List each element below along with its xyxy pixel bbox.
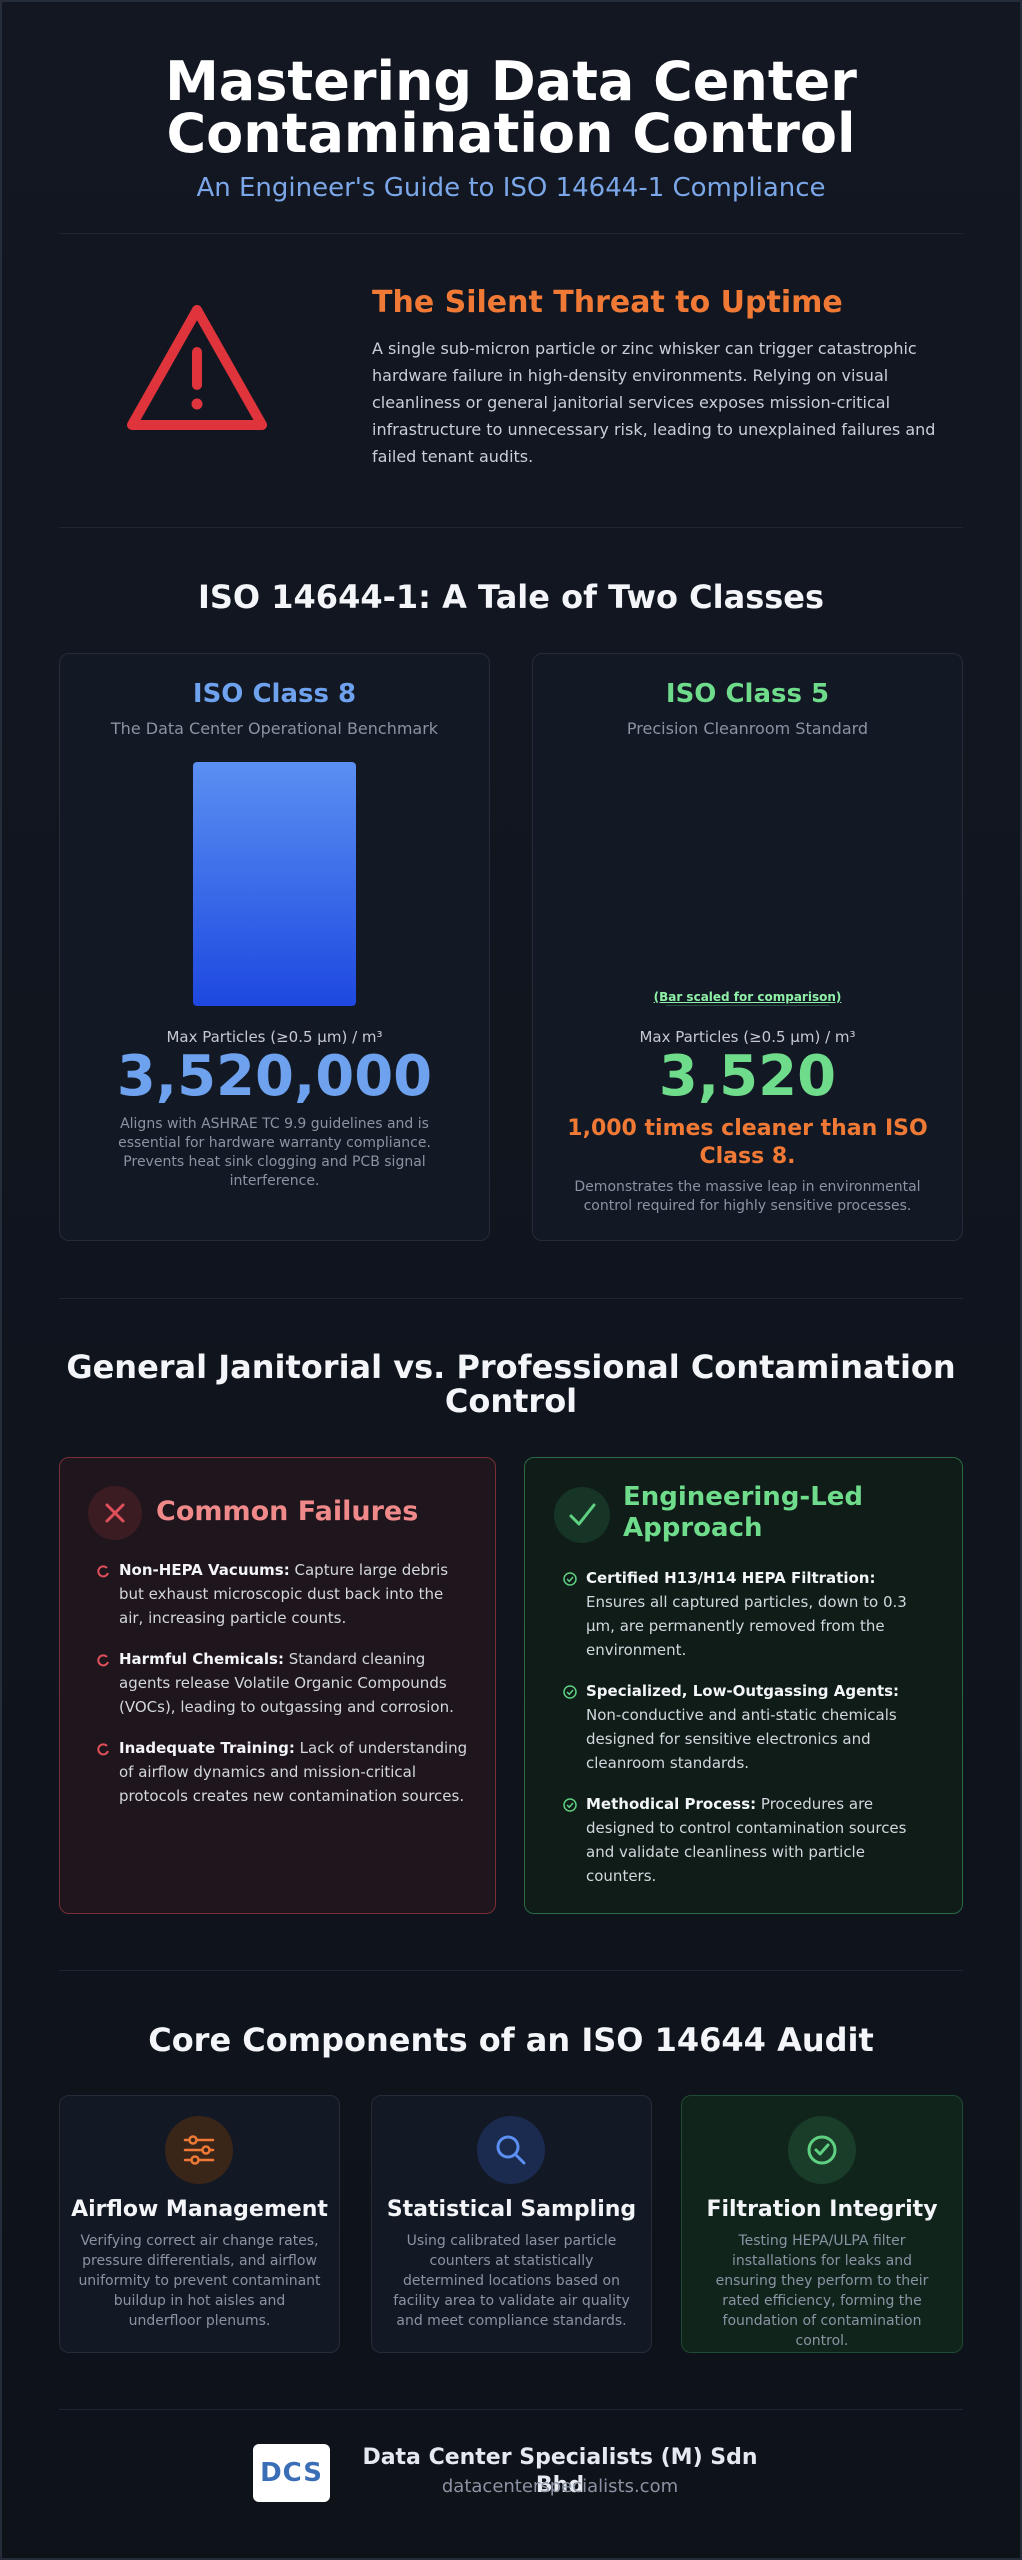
bullet: [97, 1654, 109, 1667]
component-title: Airflow Management: [71, 2197, 328, 2222]
text: Standard cleaning agents release Volatil…: [119, 1650, 454, 1716]
component-title: Filtration Integrity: [706, 2197, 938, 2222]
class-name: ISO Class 8: [192, 679, 357, 709]
term: Non-HEPA Vacuums:: [119, 1561, 290, 1579]
sliders-icon: [165, 2116, 233, 2184]
threat-heading: The Silent Threat to Uptime: [372, 285, 843, 320]
bullet: [563, 1798, 577, 1812]
text: Non-conductive and anti-static chemicals…: [586, 1706, 897, 1772]
divider: [59, 2409, 963, 2410]
section-heading: Core Components of an ISO 14644 Audit: [148, 2021, 874, 2059]
component-description: Verifying correct air change rates, pres…: [78, 2233, 321, 2329]
metric-label: Max Particles (≥0.5 µm) / m³: [166, 1028, 383, 1046]
card-title: Common Failures: [156, 1496, 419, 1527]
divider: [59, 527, 963, 528]
class-name: ISO Class 5: [665, 679, 830, 709]
metric-value: 3,520,000: [116, 1044, 433, 1109]
bar-chart: [193, 762, 829, 1006]
bullet: [563, 1685, 577, 1699]
class-subtitle: The Data Center Operational Benchmark: [110, 719, 439, 738]
list-item: Inadequate Training: Lack of understandi…: [97, 1736, 469, 1808]
check-icon: [554, 1487, 610, 1543]
component-card: Statistical Sampling Using calibrated la…: [371, 2095, 652, 2353]
bullet: [97, 1565, 109, 1578]
metric-value: 3,520: [658, 1044, 837, 1109]
term: Certified H13/H14 HEPA Filtration:: [586, 1569, 876, 1587]
x-icon: [88, 1486, 142, 1540]
class-description: Demonstrates the massive leap in environ…: [574, 1179, 921, 1214]
list-item: Specialized, Low-Outgassing Agents: Non-…: [563, 1679, 936, 1775]
check-circle-icon: [788, 2116, 856, 2184]
divider: [59, 233, 963, 234]
text: Capture large debris but exhaust microsc…: [119, 1561, 449, 1627]
bar: [193, 762, 356, 1006]
component-card: Filtration Integrity Testing HEPA/ULPA f…: [681, 2095, 963, 2353]
component-title: Statistical Sampling: [386, 2197, 637, 2222]
component-description: Using calibrated laser particle counters…: [393, 2233, 630, 2329]
term: Methodical Process:: [586, 1795, 757, 1813]
component-description: Testing HEPA/ULPA filter installations f…: [715, 2233, 929, 2349]
threat-body: A single sub-micron particle or zinc whi…: [372, 339, 936, 466]
component-card: Airflow Management Verifying correct air…: [59, 2095, 340, 2353]
text: Ensures all captured particles, down to …: [586, 1593, 907, 1659]
section-heading: ISO 14644-1: A Tale of Two Classes: [197, 578, 825, 616]
term: Specialized, Low-Outgassing Agents:: [586, 1682, 900, 1700]
class-description: Aligns with ASHRAE TC 9.9 guidelines and…: [118, 1116, 431, 1189]
title: Mastering Data Center Contamination Cont…: [165, 50, 857, 165]
term: Inadequate Training:: [119, 1739, 295, 1757]
list-item: Methodical Process: Procedures are desig…: [563, 1792, 936, 1888]
class-subtitle: Precision Cleanroom Standard: [626, 719, 869, 738]
text: Procedures are designed to control conta…: [586, 1795, 907, 1885]
warning-icon: [127, 305, 267, 430]
divider: [59, 1970, 963, 1971]
text: Lack of understanding of airflow dynamic…: [119, 1739, 468, 1805]
failure-list: Non-HEPA Vacuums: Capture large debris b…: [97, 1558, 469, 1825]
search-icon: [477, 2116, 545, 2184]
bullet: [563, 1572, 577, 1586]
bullet: [97, 1743, 109, 1756]
failures-card: Common Failures Non-HEPA Vacuums: Captur…: [59, 1457, 496, 1914]
list-item: Non-HEPA Vacuums: Capture large debris b…: [97, 1558, 469, 1630]
approach-card: Engineering-Led Approach Certified H13/H…: [524, 1457, 963, 1914]
divider: [59, 1298, 963, 1299]
company-url: datacenterspecialists.com: [441, 2476, 679, 2497]
section-heading: General Janitorial vs. Professional Cont…: [66, 1348, 956, 1420]
list-item: Harmful Chemicals: Standard cleaning age…: [97, 1647, 469, 1719]
class-card: ISO Class 5 Precision Cleanroom Standard…: [532, 653, 963, 1241]
card-title: Engineering-Led Approach: [623, 1482, 864, 1543]
metric-label: Max Particles (≥0.5 µm) / m³: [639, 1028, 856, 1046]
bar-note: (Bar scaled for comparison): [653, 990, 842, 1004]
term: Harmful Chemicals:: [119, 1650, 284, 1668]
logo: DCS: [253, 2444, 330, 2502]
highlight: 1,000 times cleaner than ISO Class 8.: [567, 1116, 928, 1169]
company-name: Data Center Specialists (M) Sdn Bhd: [362, 2445, 758, 2498]
approach-list: Certified H13/H14 HEPA Filtration: Ensur…: [563, 1566, 936, 1905]
list-item: Certified H13/H14 HEPA Filtration: Ensur…: [563, 1566, 936, 1662]
subtitle: An Engineer's Guide to ISO 14644-1 Compl…: [196, 173, 826, 203]
